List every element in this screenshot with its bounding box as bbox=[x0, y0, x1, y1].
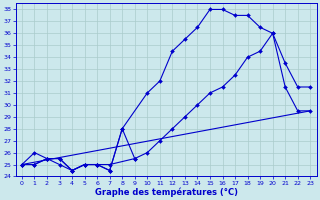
X-axis label: Graphe des températures (°C): Graphe des températures (°C) bbox=[95, 187, 237, 197]
